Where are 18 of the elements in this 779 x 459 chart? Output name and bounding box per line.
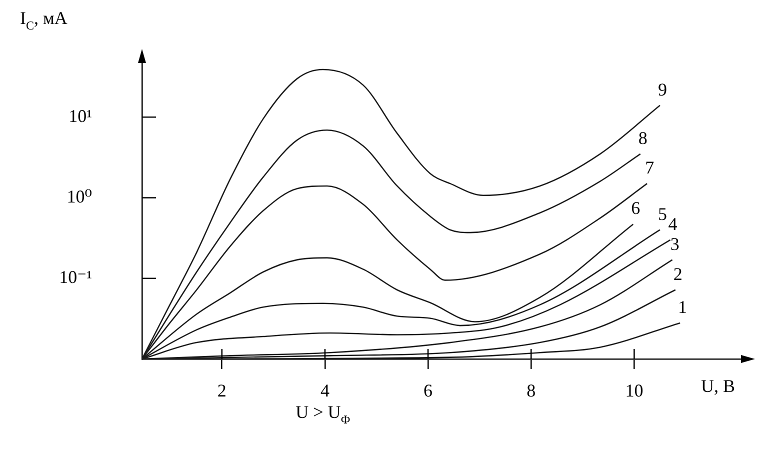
series-label: 6: [631, 198, 640, 218]
x-axis-title: U, В: [700, 376, 736, 396]
series-label: 3: [670, 234, 680, 254]
series-label: 2: [673, 264, 682, 284]
series-label: 9: [658, 79, 667, 100]
series-label: 1: [678, 296, 688, 317]
y-tick-label: 10¹: [68, 106, 92, 126]
x-tick-label: 2: [217, 380, 226, 401]
series-label: 5: [658, 204, 667, 224]
y-tick-label: 10⁻¹: [59, 267, 92, 288]
x-tick-label: 6: [424, 380, 433, 401]
series-label: 8: [638, 128, 648, 148]
x-tick-label: 10: [625, 380, 644, 401]
x-tick-label: 8: [526, 380, 536, 401]
y-tick-label: 10⁰: [66, 186, 92, 206]
series-label: 7: [645, 158, 654, 178]
x-tick-label: 4: [320, 380, 330, 401]
series-label: 4: [668, 214, 678, 234]
